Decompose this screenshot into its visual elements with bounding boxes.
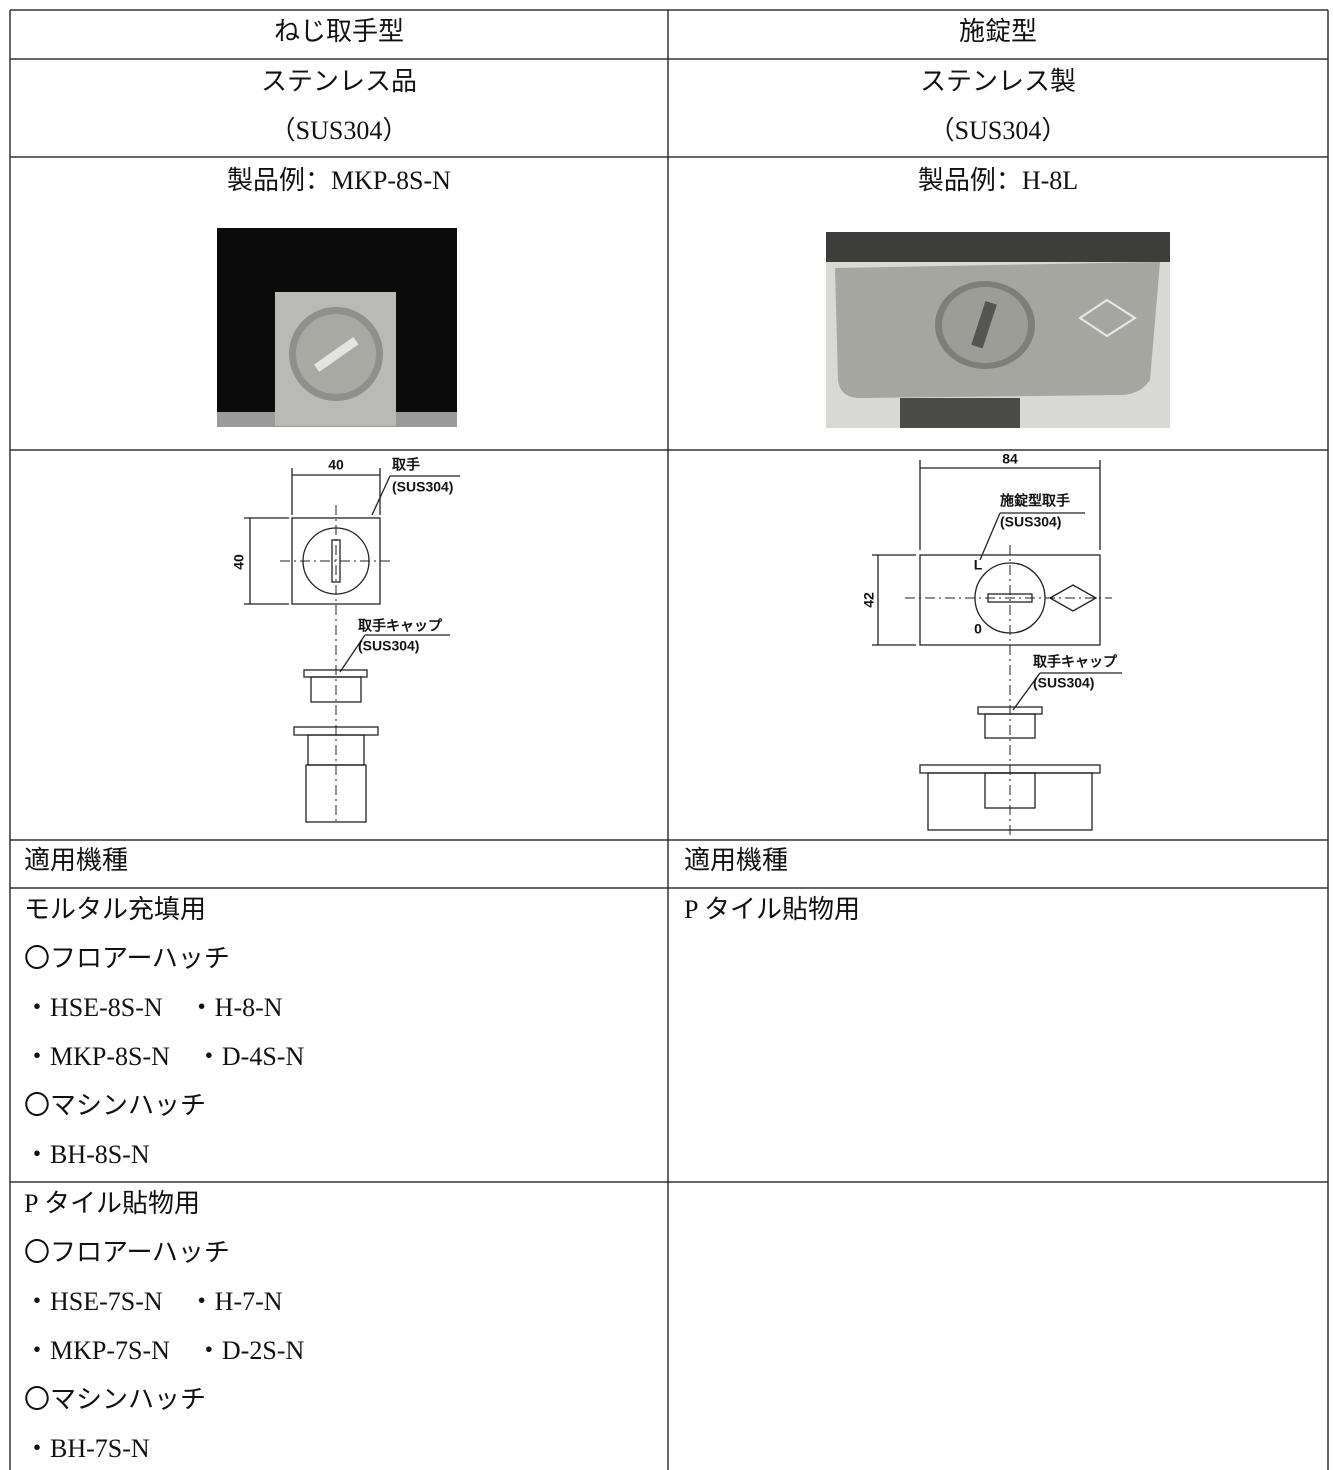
drawing-label: (SUS304) xyxy=(358,638,419,654)
model-line: 〇マシンハッチ xyxy=(24,1091,206,1120)
model-line: ・HSE-8S-N ・H-8-N xyxy=(24,993,283,1022)
drawing-label: 40 xyxy=(231,554,247,570)
drawing-label: 40 xyxy=(328,457,344,473)
drawing-label: (SUS304) xyxy=(392,479,453,495)
column-header: 施錠型 xyxy=(959,17,1037,46)
model-line: 〇フロアーハッチ xyxy=(24,944,230,973)
group-title: P タイル貼物用 xyxy=(24,1189,200,1218)
drawing-label: 84 xyxy=(1002,451,1018,467)
drawing-label: 取手キャップ xyxy=(358,618,443,634)
drawing-left xyxy=(244,468,460,825)
material: ステンレス製 xyxy=(920,67,1076,96)
model-line: 〇フロアーハッチ xyxy=(24,1238,230,1267)
material: （SUS304） xyxy=(929,116,1068,145)
column-header: ねじ取手型 xyxy=(274,17,404,46)
product-example: 製品例：H-8L xyxy=(918,166,1078,195)
drawing-label: 42 xyxy=(861,592,877,608)
material: （SUS304） xyxy=(270,116,409,145)
model-line: ・MKP-8S-N ・D-4S-N xyxy=(24,1042,304,1071)
drawing-label: 取手キャップ xyxy=(1033,654,1118,670)
model-line: ・MKP-7S-N ・D-2S-N xyxy=(24,1336,304,1365)
group-title: P タイル貼物用 xyxy=(684,895,860,924)
drawing-label: (SUS304) xyxy=(1033,675,1094,691)
model-line: 〇マシンハッチ xyxy=(24,1385,206,1414)
section-heading: 適用機種 xyxy=(684,846,788,875)
model-line: ・HSE-7S-N ・H-7-N xyxy=(24,1287,283,1316)
photo-left xyxy=(217,228,457,427)
model-line: ・BH-8S-N xyxy=(24,1140,150,1169)
drawing-label: 0 xyxy=(974,621,982,637)
drawing-label: (SUS304) xyxy=(1000,514,1061,530)
drawing-label: 取手 xyxy=(392,457,420,473)
table-grid xyxy=(9,9,1329,1470)
drawing-right xyxy=(872,460,1122,835)
photo-right xyxy=(826,232,1170,428)
drawing-label: 施錠型取手 xyxy=(1000,493,1070,509)
drawing-label: L xyxy=(974,557,983,573)
product-example: 製品例：MKP-8S-N xyxy=(227,166,451,195)
model-line: ・BH-7S-N xyxy=(24,1434,150,1463)
group-title: モルタル充填用 xyxy=(24,895,206,924)
section-heading: 適用機種 xyxy=(24,846,128,875)
material: ステンレス品 xyxy=(261,67,417,96)
